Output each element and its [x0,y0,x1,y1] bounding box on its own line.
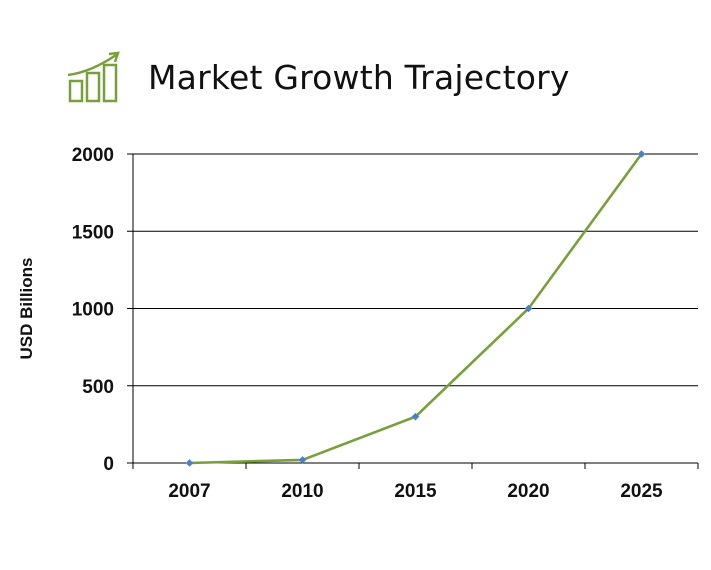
y-tick-label: 0 [103,454,114,475]
chart-title: Market Growth Trajectory [148,57,570,97]
data-point [524,304,533,313]
x-tick-label: 2015 [394,481,437,502]
x-tick-label: 2020 [507,481,549,502]
x-tick-label: 2010 [281,481,323,502]
growth-chart-icon [67,51,120,103]
y-tick-label: 2000 [72,145,114,166]
y-axis-label: USD Billions [17,257,36,359]
data-point [298,456,307,464]
data-point [637,150,646,158]
data-point [411,412,420,421]
data-point [185,459,194,467]
y-tick-label: 500 [82,377,114,398]
y-tick-label: 1000 [72,300,114,321]
x-tick-label: 2025 [620,481,663,502]
chart-header: Market Growth Trajectory [66,50,570,104]
y-tick-label: 1500 [72,222,114,243]
x-tick-label: 2007 [168,481,210,502]
